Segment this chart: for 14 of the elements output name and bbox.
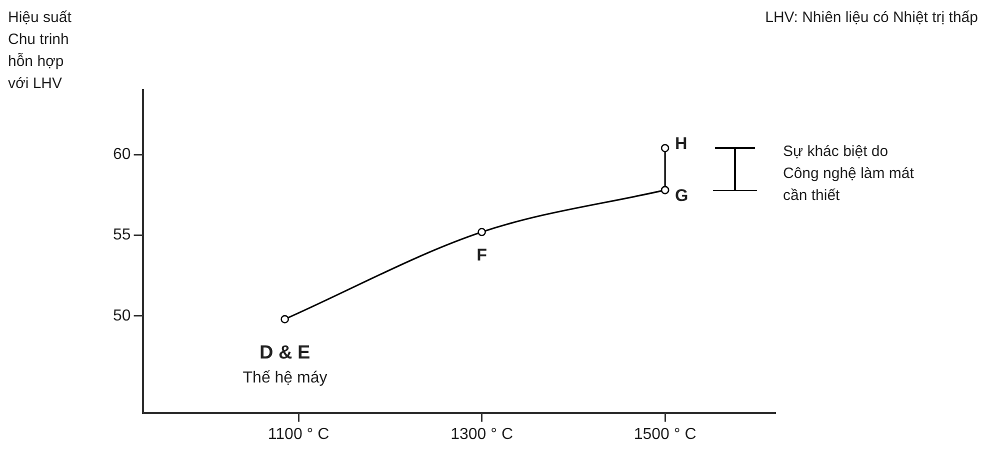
text: Sự khác biệt do Công nghệ làm mát cần thiết [783, 143, 915, 204]
text: LHV: Nhiên liệu có Nhiệt trị thấp [765, 9, 978, 26]
annotation: F [476, 246, 487, 265]
y-tick-label: 55 [113, 226, 131, 244]
annotation: G [675, 186, 688, 205]
annotation: H [675, 134, 688, 153]
x-tick-label: 1300 ° C [450, 426, 514, 443]
y-axis-title: Hiệu suất Chu trinh hỗn hợp với LHV [8, 9, 72, 92]
y-tick-label: 50 [113, 307, 131, 324]
x-tick-label: 1500 ° C [634, 426, 696, 443]
annotation: D & E [259, 342, 310, 364]
x-tick-label: 1100 ° C [268, 426, 330, 443]
y-tick-label: 60 [113, 146, 131, 163]
annotation: Thế hệ máy [242, 369, 328, 386]
